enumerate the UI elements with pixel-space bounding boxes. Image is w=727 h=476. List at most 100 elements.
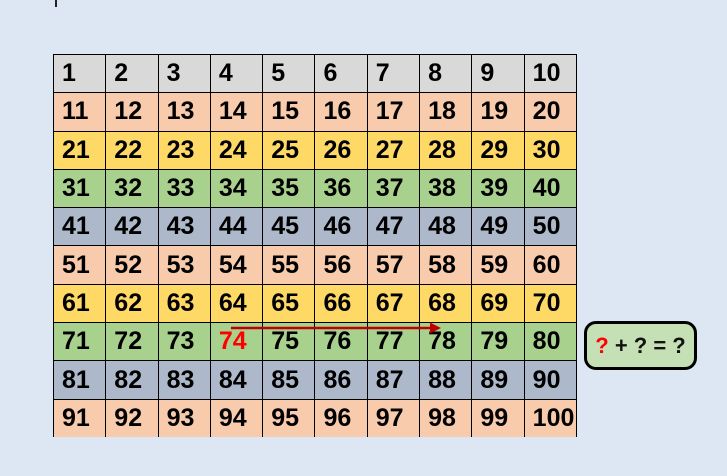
table-row: 51 52 53 54 55 56 57 58 59 60 [52,245,578,285]
grid-cell-90: 90 [523,360,578,400]
grid-cell-9: 9 [471,53,525,94]
hundred-chart-body: 1 2 3 4 5 6 7 8 9 10 11 12 13 14 15 16 17 18 19 20 21 22 23 24 2… [52,53,578,438]
grid-cell-85: 85 [262,360,316,400]
grid-cell-59: 59 [471,245,525,285]
grid-cell-63: 63 [157,283,211,324]
grid-cell-81: 81 [52,360,107,400]
grid-cell-2: 2 [105,53,159,94]
grid-cell-28: 28 [419,130,473,170]
grid-cell-34: 34 [209,168,264,209]
grid-cell-79: 79 [471,322,525,362]
grid-cell-72: 72 [105,322,159,362]
grid-cell-43: 43 [157,207,211,247]
grid-cell-40: 40 [523,168,578,209]
grid-cell-30: 30 [523,130,578,170]
grid-cell-1: 1 [52,53,107,94]
grid-cell-47: 47 [366,207,421,247]
grid-cell-42: 42 [105,207,159,247]
grid-cell-15: 15 [262,92,316,132]
table-row: 81 82 83 84 85 86 87 88 89 90 [52,360,578,400]
grid-cell-14: 14 [209,92,264,132]
grid-cell-26: 26 [314,130,368,170]
grid-cell-51: 51 [52,245,107,285]
grid-cell-45: 45 [262,207,316,247]
grid-cell-93: 93 [157,398,211,438]
grid-cell-12: 12 [105,92,159,132]
grid-cell-31: 31 [52,168,107,209]
grid-cell-86: 86 [314,360,368,400]
addition-arrow [231,322,441,334]
grid-cell-69: 69 [471,283,525,324]
grid-cell-99: 99 [471,398,525,438]
grid-cell-22: 22 [105,130,159,170]
table-row: 21 22 23 24 25 26 27 28 29 30 [52,130,578,170]
grid-cell-60: 60 [523,245,578,285]
grid-cell-71: 71 [52,322,107,362]
table-row: 41 42 43 44 45 46 47 48 49 50 [52,207,578,247]
grid-cell-57: 57 [366,245,421,285]
equation-rest: + ? = ? [608,332,686,358]
grid-cell-27: 27 [366,130,421,170]
hundred-chart-table: 1 2 3 4 5 6 7 8 9 10 11 12 13 14 15 16 17 18 19 20 21 22 23 24 2… [52,53,578,438]
grid-cell-37: 37 [366,168,421,209]
grid-cell-88: 88 [419,360,473,400]
grid-cell-3: 3 [157,53,211,94]
grid-cell-49: 49 [471,207,525,247]
grid-cell-16: 16 [314,92,368,132]
grid-cell-10: 10 [523,53,578,94]
grid-cell-70: 70 [523,283,578,324]
grid-cell-87: 87 [366,360,421,400]
grid-cell-36: 36 [314,168,368,209]
grid-cell-6: 6 [314,53,368,94]
grid-cell-66: 66 [314,283,368,324]
grid-cell-65: 65 [262,283,316,324]
grid-cell-73: 73 [157,322,211,362]
grid-cell-19: 19 [471,92,525,132]
grid-cell-97: 97 [366,398,421,438]
grid-cell-94: 94 [209,398,264,438]
grid-cell-67: 67 [366,283,421,324]
grid-cell-4: 4 [209,53,264,94]
grid-cell-53: 53 [157,245,211,285]
grid-cell-84: 84 [209,360,264,400]
table-row: 31 32 33 34 35 36 37 38 39 40 [52,168,578,209]
grid-cell-83: 83 [157,360,211,400]
grid-cell-7: 7 [366,53,421,94]
grid-cell-17: 17 [366,92,421,132]
grid-cell-35: 35 [262,168,316,209]
grid-cell-38: 38 [419,168,473,209]
table-row: 1 2 3 4 5 6 7 8 9 10 [52,53,578,94]
grid-cell-33: 33 [157,168,211,209]
table-row: 61 62 63 64 65 66 67 68 69 70 [52,283,578,324]
grid-cell-25: 25 [262,130,316,170]
grid-cell-32: 32 [105,168,159,209]
grid-cell-91: 91 [52,398,107,438]
grid-cell-68: 68 [419,283,473,324]
grid-cell-62: 62 [105,283,159,324]
grid-cell-24: 24 [209,130,264,170]
grid-cell-41: 41 [52,207,107,247]
grid-cell-48: 48 [419,207,473,247]
grid-cell-5: 5 [262,53,316,94]
grid-cell-13: 13 [157,92,211,132]
grid-cell-61: 61 [52,283,107,324]
grid-cell-52: 52 [105,245,159,285]
equation-unknown-red: ? [595,332,609,358]
grid-cell-92: 92 [105,398,159,438]
grid-cell-96: 96 [314,398,368,438]
grid-cell-39: 39 [471,168,525,209]
grid-cell-54: 54 [209,245,264,285]
grid-cell-20: 20 [523,92,578,132]
grid-cell-46: 46 [314,207,368,247]
stray-cursor-mark [55,0,57,7]
grid-cell-64: 64 [209,283,264,324]
grid-cell-100: 100 [523,398,578,438]
grid-cell-18: 18 [419,92,473,132]
grid-cell-82: 82 [105,360,159,400]
grid-cell-89: 89 [471,360,525,400]
grid-cell-44: 44 [209,207,264,247]
grid-cell-98: 98 [419,398,473,438]
grid-cell-55: 55 [262,245,316,285]
grid-cell-50: 50 [523,207,578,247]
